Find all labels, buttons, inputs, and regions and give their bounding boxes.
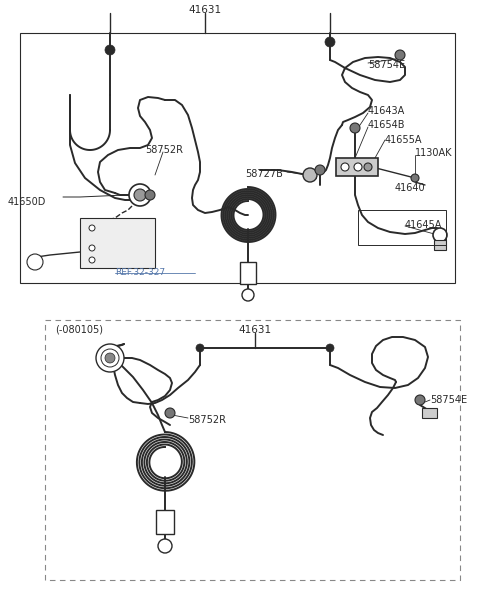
Circle shape	[101, 349, 119, 367]
Bar	[336, 158, 378, 176]
Circle shape	[134, 189, 146, 201]
Text: 41631: 41631	[189, 5, 222, 15]
Circle shape	[341, 163, 349, 171]
Text: 58727B: 58727B	[245, 169, 283, 179]
Circle shape	[242, 289, 254, 301]
Circle shape	[27, 254, 43, 270]
Text: 58754E: 58754E	[368, 60, 405, 70]
Circle shape	[89, 225, 95, 231]
Circle shape	[196, 344, 204, 352]
Text: 41643A: 41643A	[368, 106, 405, 116]
Circle shape	[325, 37, 335, 47]
Circle shape	[96, 344, 124, 372]
Text: REF.32-327: REF.32-327	[115, 268, 165, 277]
Text: (-080105): (-080105)	[55, 325, 103, 335]
Circle shape	[303, 168, 317, 182]
Circle shape	[315, 165, 325, 175]
Bar	[358, 210, 446, 245]
Circle shape	[433, 228, 447, 242]
Circle shape	[145, 190, 155, 200]
Bar	[434, 240, 446, 250]
Circle shape	[364, 163, 372, 171]
Circle shape	[158, 539, 172, 553]
Bar	[20, 33, 455, 283]
Circle shape	[395, 50, 405, 60]
Text: 58752R: 58752R	[188, 415, 226, 425]
Circle shape	[89, 245, 95, 251]
Circle shape	[105, 45, 115, 55]
Text: 41654B: 41654B	[368, 120, 406, 130]
Text: 58752R: 58752R	[145, 145, 183, 155]
Circle shape	[89, 257, 95, 263]
Bar	[80, 218, 155, 268]
Text: 41640: 41640	[395, 183, 426, 193]
Text: 41650D: 41650D	[8, 197, 47, 207]
Circle shape	[165, 408, 175, 418]
Circle shape	[354, 163, 362, 171]
Bar	[422, 408, 437, 418]
Circle shape	[411, 174, 419, 182]
Text: 41631: 41631	[239, 325, 272, 335]
Circle shape	[105, 353, 115, 363]
Text: 1130AK: 1130AK	[415, 148, 453, 158]
Circle shape	[350, 123, 360, 133]
Text: 41655A: 41655A	[385, 135, 422, 145]
Circle shape	[129, 184, 151, 206]
Bar	[45, 320, 460, 580]
Text: 41645A: 41645A	[405, 220, 443, 230]
Text: 58754E: 58754E	[430, 395, 467, 405]
Circle shape	[326, 344, 334, 352]
Bar	[156, 510, 174, 534]
Circle shape	[415, 395, 425, 405]
Bar	[240, 262, 256, 284]
